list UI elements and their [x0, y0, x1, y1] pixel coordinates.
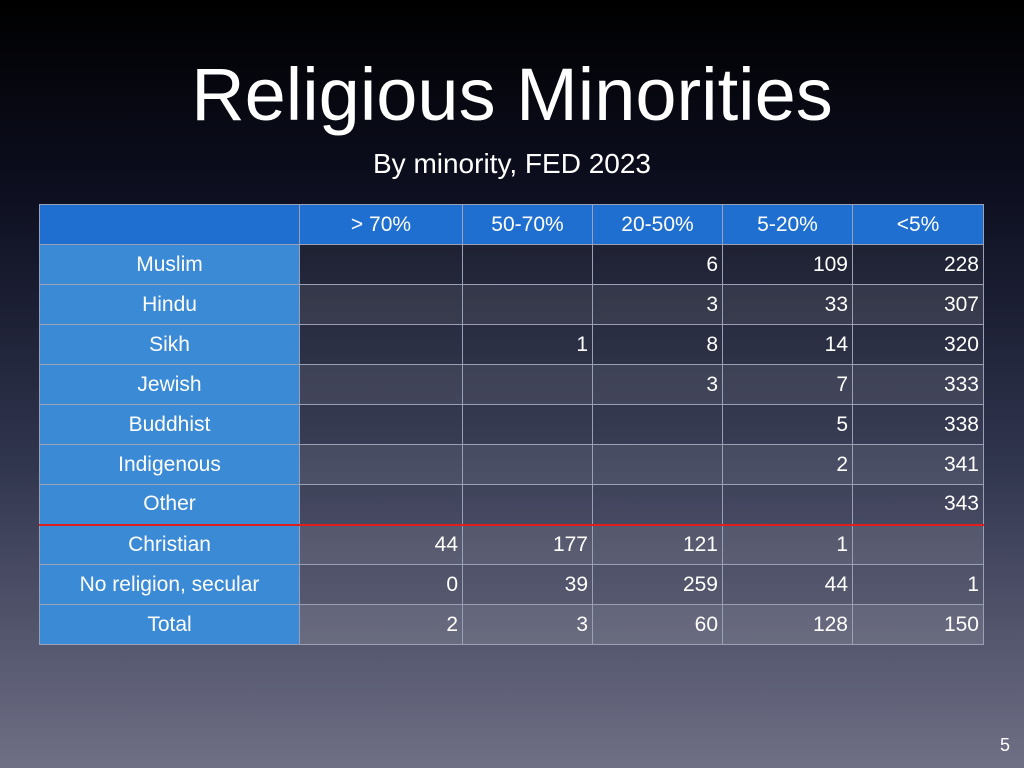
table-cell: 3	[592, 284, 723, 325]
table-cell: 307	[852, 284, 984, 325]
table-row: Total 2 3 60 128 150	[39, 604, 984, 645]
table-cell	[462, 244, 593, 285]
table-cell: 5	[722, 404, 853, 445]
row-label: Total	[39, 604, 300, 645]
table-cell: 39	[462, 564, 593, 605]
row-label: Indigenous	[39, 444, 300, 485]
table-cell	[299, 444, 463, 485]
table-row: Sikh 1 8 14 320	[39, 324, 984, 365]
table-cell	[299, 324, 463, 365]
table-cell: 128	[722, 604, 853, 645]
table-cell: 1	[462, 324, 593, 365]
table-cell	[592, 404, 723, 445]
column-header	[39, 204, 300, 245]
row-label: Other	[39, 484, 300, 525]
table-cell	[462, 484, 593, 525]
table-cell	[299, 484, 463, 525]
table-cell: 343	[852, 484, 984, 525]
table-cell: 0	[299, 564, 463, 605]
table-cell	[592, 444, 723, 485]
table-cell	[722, 484, 853, 525]
table-cell: 3	[462, 604, 593, 645]
table-cell: 8	[592, 324, 723, 365]
table-row: Christian 44 177 121 1	[39, 523, 984, 565]
row-label: Christian	[39, 523, 300, 565]
table-cell: 14	[722, 324, 853, 365]
table-cell	[299, 404, 463, 445]
row-label: Muslim	[39, 244, 300, 285]
column-header: 20-50%	[592, 204, 723, 245]
table-cell	[299, 364, 463, 405]
table-row: No religion, secular 0 39 259 44 1	[39, 564, 984, 605]
column-header: 50-70%	[462, 204, 593, 245]
table-cell: 333	[852, 364, 984, 405]
table-row: Jewish 3 7 333	[39, 364, 984, 405]
table-cell: 109	[722, 244, 853, 285]
slide-title: Religious Minorities	[191, 53, 833, 136]
table-cell: 121	[592, 523, 723, 565]
table-cell: 341	[852, 444, 984, 485]
table-cell: 320	[852, 324, 984, 365]
page-number: 5	[999, 735, 1010, 755]
table-cell	[462, 284, 593, 325]
table-cell	[462, 404, 593, 445]
table-cell: 2	[722, 444, 853, 485]
table-cell: 338	[852, 404, 984, 445]
minorities-table: > 70% 50-70% 20-50% 5-20% <5% Muslim 6 1…	[39, 204, 984, 645]
table-cell: 7	[722, 364, 853, 405]
slide-subtitle: By minority, FED 2023	[372, 148, 652, 179]
table-cell	[852, 523, 984, 565]
table-cell: 259	[592, 564, 723, 605]
table-cell	[592, 484, 723, 525]
table-row: Hindu 3 33 307	[39, 284, 984, 325]
table-header-row: > 70% 50-70% 20-50% 5-20% <5%	[39, 204, 984, 245]
table-cell: 150	[852, 604, 984, 645]
table-cell: 44	[722, 564, 853, 605]
table-cell: 60	[592, 604, 723, 645]
row-label: Buddhist	[39, 404, 300, 445]
table-cell: 3	[592, 364, 723, 405]
row-label: Sikh	[39, 324, 300, 365]
table-cell: 1	[852, 564, 984, 605]
table-cell: 6	[592, 244, 723, 285]
row-label: Jewish	[39, 364, 300, 405]
table-cell: 228	[852, 244, 984, 285]
table-cell	[299, 284, 463, 325]
column-header: 5-20%	[722, 204, 853, 245]
table-cell: 33	[722, 284, 853, 325]
table-cell	[462, 364, 593, 405]
table-cell: 177	[462, 523, 593, 565]
table-row: Other 343	[39, 484, 984, 525]
row-label: Hindu	[39, 284, 300, 325]
column-header: > 70%	[299, 204, 463, 245]
column-header: <5%	[852, 204, 984, 245]
row-label: No religion, secular	[39, 564, 300, 605]
table-cell: 1	[722, 523, 853, 565]
table-cell: 44	[299, 523, 463, 565]
table-cell	[299, 244, 463, 285]
table-row: Muslim 6 109 228	[39, 244, 984, 285]
table-row: Buddhist 5 338	[39, 404, 984, 445]
table-cell	[462, 444, 593, 485]
table-row: Indigenous 2 341	[39, 444, 984, 485]
table-cell: 2	[299, 604, 463, 645]
